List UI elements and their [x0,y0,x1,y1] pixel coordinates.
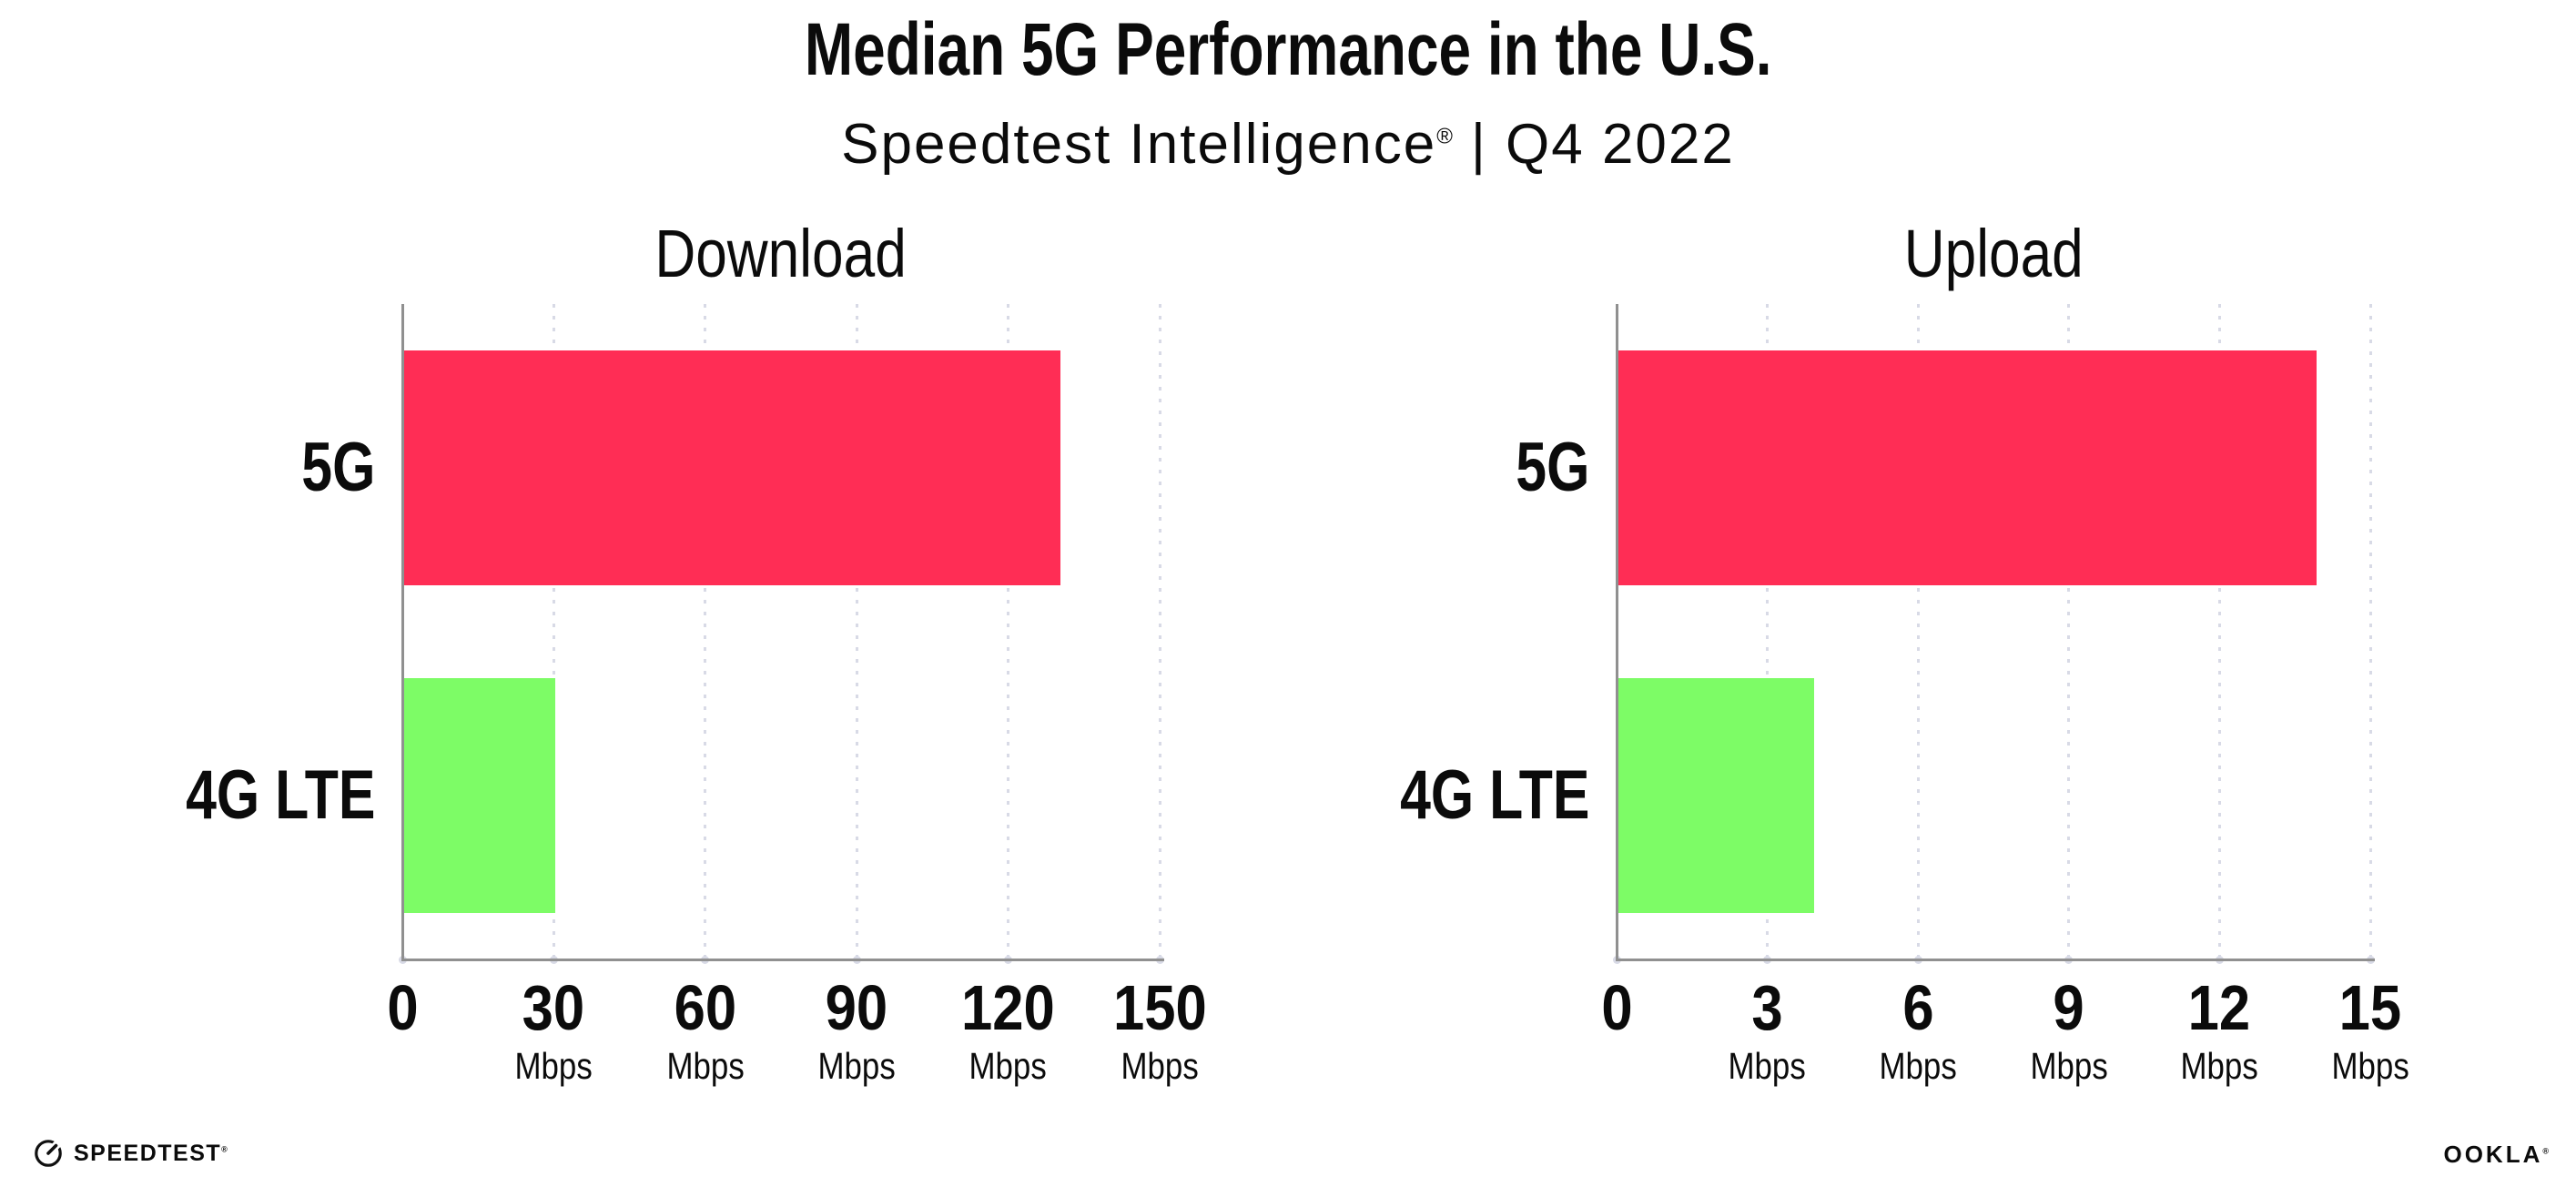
x-tick-value: 0 [1600,972,1633,1043]
subtitle-period: Q4 2022 [1506,113,1735,176]
category-label-5g: 5G [1515,429,1589,506]
x-tick-label: 3 Mbps [1681,976,1854,1085]
x-tick-label: 90 Mbps [770,976,943,1085]
x-tick-value: 60 [674,972,737,1043]
gridline [1158,304,1161,959]
gridline [552,304,555,959]
y-axis [1616,304,1618,959]
x-tick-value: 9 [2053,972,2084,1043]
x-tick-unit: Mbps [1879,1045,1957,1087]
bar-4g-lte [1618,678,1815,913]
x-tick-value: 30 [522,972,585,1043]
x-tick-label: 9 Mbps [1983,976,2155,1085]
category-label-5g: 5G [300,429,375,506]
registered-trademark-symbol: ® [1436,124,1453,149]
x-tick-value: 150 [1112,972,1207,1043]
speedtest-gauge-icon [35,1139,63,1167]
x-tick-unit: Mbps [666,1045,745,1087]
speedtest-wordmark: SPEEDTEST® [74,1140,229,1166]
x-tick-value: 15 [2338,972,2402,1043]
x-tick-unit: Mbps [1121,1045,1199,1087]
gridline [2368,304,2372,959]
speedtest-logo: SPEEDTEST® [33,1136,228,1171]
x-tick-unit: Mbps [817,1045,896,1087]
x-tick-value: 6 [1902,972,1934,1043]
x-tick-label: 120 Mbps [922,976,1095,1085]
ookla-trademark-symbol: ® [2542,1145,2549,1155]
gridline [1007,304,1010,959]
speedtest-trademark-symbol: ® [221,1144,229,1154]
gridline [1916,304,1920,959]
category-label-4g-lte: 4G LTE [185,756,375,834]
x-tick-value: 120 [961,972,1055,1043]
page-subtitle: Speedtest Intelligence® | Q4 2022 [0,115,2576,174]
x-tick-unit: Mbps [2030,1045,2108,1087]
y-axis [401,304,404,959]
bar-4g-lte [404,678,556,913]
gridline [2217,304,2221,959]
x-tick-unit: Mbps [2331,1045,2409,1087]
gridline [704,304,707,959]
x-tick-value: 12 [2188,972,2251,1043]
page-title: Median 5G Performance in the U.S. [804,8,1772,91]
ookla-wordmark: OOKLA® [2443,1140,2549,1168]
x-tick-label: 0 [1530,976,1703,1040]
gridline [855,304,858,959]
chart-title-upload: Upload [1903,216,2084,291]
x-tick-label: 15 Mbps [2284,976,2457,1085]
subtitle-brand: Speedtest Intelligence [841,113,1437,176]
x-tick-unit: Mbps [2180,1045,2258,1087]
x-axis [401,959,1164,961]
x-axis [1616,959,2375,961]
gridline [1766,304,1770,959]
category-label-4g-lte: 4G LTE [1399,756,1589,834]
x-tick-label: 6 Mbps [1831,976,2004,1085]
x-tick-value: 3 [1751,972,1783,1043]
chart-title-download: Download [654,216,908,291]
x-tick-value: 90 [825,972,888,1043]
x-tick-label: 30 Mbps [467,976,640,1085]
bar-5g [404,350,1061,585]
bar-5g [1618,350,2317,585]
gridline [2067,304,2071,959]
x-tick-label: 60 Mbps [619,976,792,1085]
x-tick-unit: Mbps [1728,1045,1807,1087]
x-tick-unit: Mbps [514,1045,593,1087]
subtitle-separator: | [1470,113,1488,176]
x-tick-value: 0 [386,972,419,1043]
ookla-logo: OOKLA® [2443,1140,2549,1169]
x-tick-label: 0 [316,976,489,1040]
x-tick-label: 150 Mbps [1073,976,1246,1085]
x-tick-label: 12 Mbps [2133,976,2306,1085]
x-tick-unit: Mbps [969,1045,1048,1087]
